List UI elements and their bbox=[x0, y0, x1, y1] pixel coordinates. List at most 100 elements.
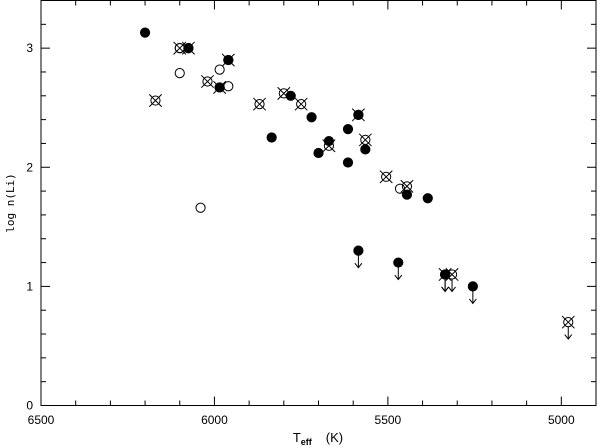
x-axis-title: Teff (K) bbox=[293, 430, 343, 447]
data-point-filled-circle bbox=[342, 157, 354, 168]
filled-circle-marker bbox=[342, 157, 354, 168]
data-point-crossed-circle bbox=[561, 315, 575, 340]
upper-limit-arrow-head bbox=[468, 298, 477, 305]
data-point-open-circle bbox=[174, 68, 185, 79]
data-point-filled-circle bbox=[139, 27, 151, 38]
cross-stroke bbox=[200, 74, 215, 89]
cross-stroke bbox=[561, 315, 575, 329]
crossed-circle-marker bbox=[381, 171, 392, 182]
crossed-circle-marker bbox=[223, 54, 234, 66]
data-point-crossed-circle bbox=[294, 97, 308, 111]
data-point-filled-circle bbox=[306, 112, 317, 123]
crossed-circle-marker bbox=[183, 43, 194, 54]
x-tick-label: 5000 bbox=[548, 413, 575, 427]
crossed-circle-marker bbox=[202, 76, 213, 87]
x-tick-label: 5500 bbox=[375, 413, 402, 427]
data-point-crossed-circle bbox=[252, 97, 267, 111]
x-tick-label: 6500 bbox=[28, 413, 55, 427]
y-axis-title: log n(Li) bbox=[4, 173, 17, 233]
upper-limit-arrow-head bbox=[564, 334, 573, 340]
data-point-crossed-circle bbox=[181, 41, 195, 55]
crossed-circle-marker bbox=[353, 109, 364, 120]
data-point-crossed-circle bbox=[322, 139, 336, 153]
data-point-crossed-circle bbox=[213, 80, 227, 95]
filled-circle-marker bbox=[306, 112, 317, 123]
upper-limit-arrow-head bbox=[354, 262, 363, 269]
crossed-circle-marker bbox=[323, 140, 335, 151]
filled-circle-marker bbox=[139, 27, 151, 38]
upper-limit-arrow-head bbox=[441, 286, 450, 293]
filled-circle-marker bbox=[313, 147, 324, 159]
filled-circle-marker bbox=[353, 245, 364, 256]
data-point-crossed-circle bbox=[379, 170, 393, 184]
cross-stroke bbox=[445, 267, 459, 282]
cross-stroke bbox=[213, 80, 227, 95]
cross-stroke bbox=[351, 108, 365, 122]
x-tick-label: 6000 bbox=[201, 413, 228, 427]
y-tick-label: 1 bbox=[26, 279, 33, 293]
data-point-filled-circle bbox=[422, 193, 433, 204]
filled-circle-marker bbox=[401, 189, 413, 200]
data-point-filled-circle bbox=[360, 144, 371, 155]
crossed-circle-marker bbox=[296, 99, 307, 110]
cross-stroke bbox=[400, 179, 414, 193]
axis-ticks bbox=[40, 0, 597, 406]
cross-stroke bbox=[294, 97, 308, 111]
filled-circle-marker bbox=[467, 281, 478, 292]
crossed-circle-marker bbox=[174, 43, 185, 54]
plot-frame bbox=[40, 0, 597, 406]
cross-stroke bbox=[379, 170, 393, 184]
x-axis-title-unit: (K) bbox=[326, 430, 343, 445]
open-circle-marker bbox=[223, 81, 234, 92]
filled-circle-marker bbox=[342, 124, 354, 135]
data-point-filled-circle bbox=[393, 257, 404, 281]
data-point-crossed-circle bbox=[358, 133, 372, 147]
data-point-open-circle bbox=[223, 81, 234, 92]
filled-circle-marker bbox=[393, 257, 404, 268]
data-point-filled-circle bbox=[313, 147, 324, 159]
cross-stroke bbox=[277, 86, 291, 100]
data-point-crossed-circle bbox=[400, 179, 414, 193]
data-point-filled-circle bbox=[342, 124, 354, 135]
filled-circle-marker bbox=[266, 132, 277, 143]
data-point-filled-circle bbox=[266, 132, 277, 143]
filled-circle-marker bbox=[360, 144, 371, 155]
crossed-circle-marker bbox=[278, 88, 289, 99]
crossed-circle-marker bbox=[214, 82, 225, 93]
cross-stroke bbox=[148, 94, 163, 108]
open-circle-marker bbox=[214, 64, 225, 75]
y-tick-label: 3 bbox=[26, 41, 33, 55]
crossed-circle-marker bbox=[401, 181, 413, 192]
x-axis-title-sub: eff bbox=[301, 437, 313, 447]
cross-stroke bbox=[322, 139, 336, 153]
cross-stroke bbox=[252, 97, 267, 111]
upper-limit-arrow-head bbox=[394, 274, 403, 281]
data-point-crossed-circle bbox=[351, 108, 365, 122]
data-point-open-circle bbox=[195, 202, 206, 213]
data-point-crossed-circle bbox=[221, 53, 235, 67]
data-point-crossed-circle bbox=[148, 94, 163, 108]
data-point-open-circle bbox=[214, 64, 225, 75]
crossed-circle-marker bbox=[254, 99, 265, 110]
data-marks bbox=[139, 27, 575, 340]
filled-circle-marker bbox=[422, 193, 433, 204]
cross-stroke bbox=[358, 133, 372, 147]
tick-labels: 6500 6000 5500 5000 0 1 2 3 bbox=[26, 41, 575, 427]
cross-stroke bbox=[221, 53, 235, 67]
y-tick-label: 2 bbox=[26, 160, 33, 174]
data-point-crossed-circle bbox=[200, 74, 215, 89]
upper-limit-arrow-head bbox=[448, 286, 456, 293]
crossed-circle-marker bbox=[360, 134, 371, 145]
data-point-filled-circle bbox=[467, 281, 478, 305]
open-circle-marker bbox=[195, 202, 206, 213]
x-axis-title-main: T bbox=[293, 430, 301, 445]
data-point-filled-circle bbox=[353, 245, 364, 269]
data-point-crossed-circle bbox=[445, 267, 459, 293]
cross-stroke bbox=[181, 41, 195, 55]
data-point-crossed-circle bbox=[277, 86, 291, 100]
crossed-circle-marker bbox=[150, 95, 161, 106]
open-circle-marker bbox=[174, 68, 185, 79]
data-point-filled-circle bbox=[401, 189, 413, 200]
y-tick-label: 0 bbox=[26, 399, 33, 413]
